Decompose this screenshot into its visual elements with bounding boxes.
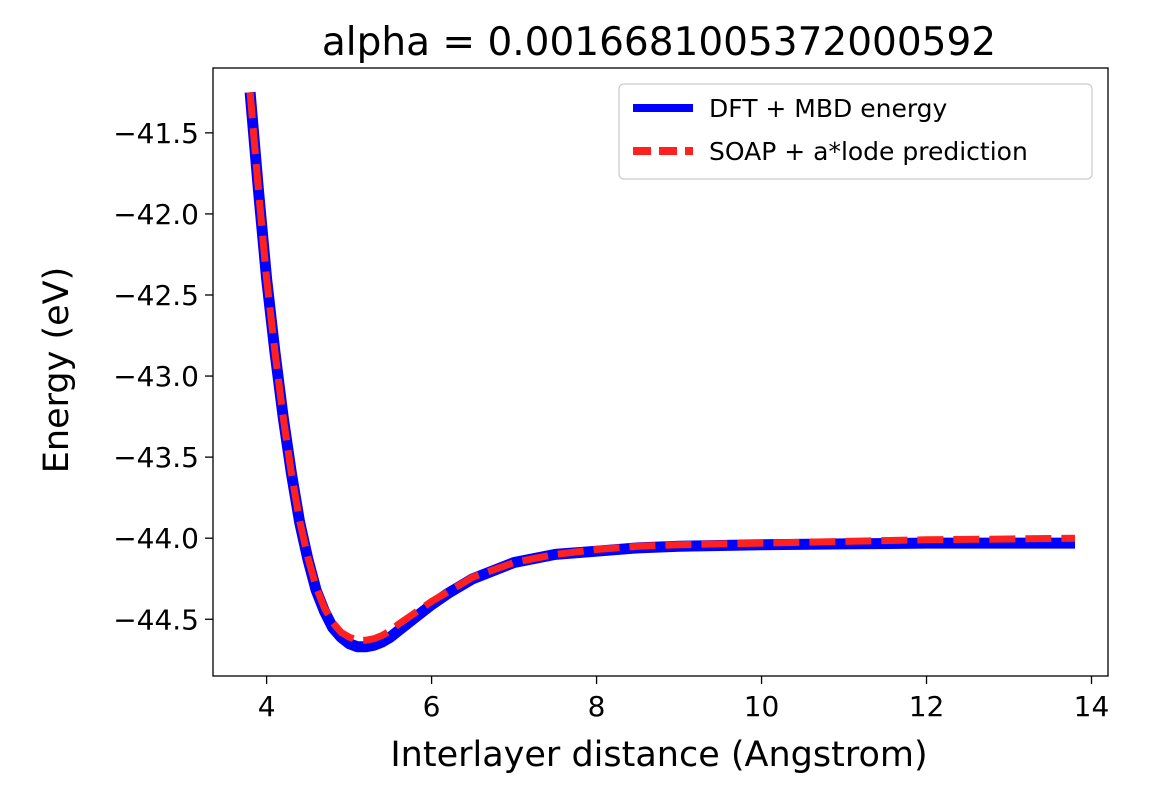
y-tick-label: −43.5 (113, 441, 199, 474)
plot-frame (212, 67, 1109, 677)
y-tick-label: −42.5 (113, 279, 199, 312)
y-tick-label: −44.0 (113, 522, 199, 555)
x-tick-label: 4 (258, 690, 276, 723)
legend-box (618, 83, 1093, 180)
x-tick-label: 10 (744, 690, 780, 723)
y-tick-label: −43.0 (113, 360, 199, 393)
x-tick-label: 12 (909, 690, 945, 723)
y-tick-label: −42.0 (113, 198, 199, 231)
chart-title: alpha = 0.0016681005372000592 (322, 20, 996, 65)
x-tick-label: 8 (588, 690, 606, 723)
y-axis-label: Energy (eV) (37, 267, 77, 473)
series-line-soap-lode (246, 92, 1076, 644)
y-tick-label: −44.5 (113, 603, 199, 636)
legend-label-soap-lode: SOAP + a*lode prediction (709, 137, 1028, 166)
x-axis-label: Interlayer distance (Angstrom) (390, 735, 927, 775)
legend: DFT + MBD energy SOAP + a*lode predictio… (618, 83, 1093, 180)
y-tick-label: −41.5 (113, 117, 199, 150)
x-tick-label: 6 (423, 690, 441, 723)
axis-ticks: 4 6 8 10 12 14 −41.5 −42.0 −42.5 −43.0 −43.5 −44.0 −… (113, 117, 1109, 723)
legend-label-dft-mbd: DFT + MBD energy (709, 94, 948, 123)
series-layer (244, 91, 1076, 653)
x-tick-label: 14 (1074, 690, 1110, 723)
